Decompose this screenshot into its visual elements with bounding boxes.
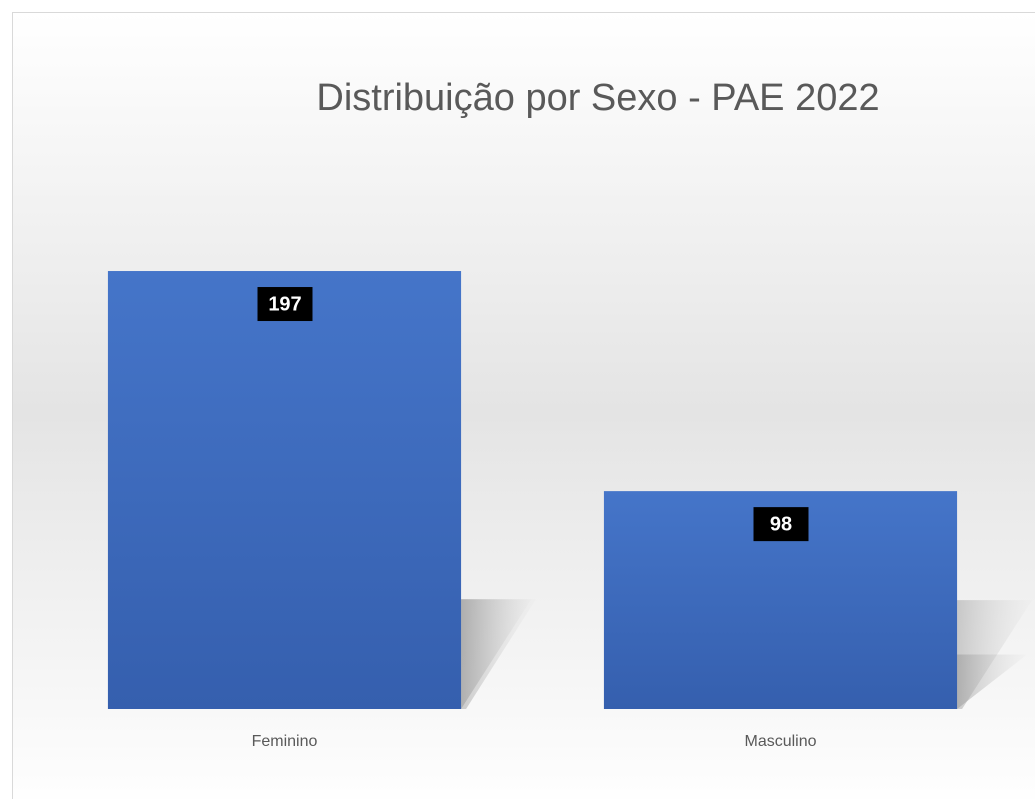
data-label: 98 bbox=[770, 513, 792, 535]
bar-shadow bbox=[461, 599, 537, 709]
chart-title: Distribuição por Sexo - PAE 2022 bbox=[316, 77, 879, 119]
x-tick-label: Feminino bbox=[252, 733, 318, 750]
data-label-box bbox=[753, 507, 809, 542]
x-tick-label: Masculino bbox=[744, 733, 816, 750]
bar bbox=[107, 271, 462, 709]
data-label: 197 bbox=[268, 293, 301, 315]
bar-shadow bbox=[957, 600, 1033, 709]
data-label-box bbox=[257, 287, 313, 322]
